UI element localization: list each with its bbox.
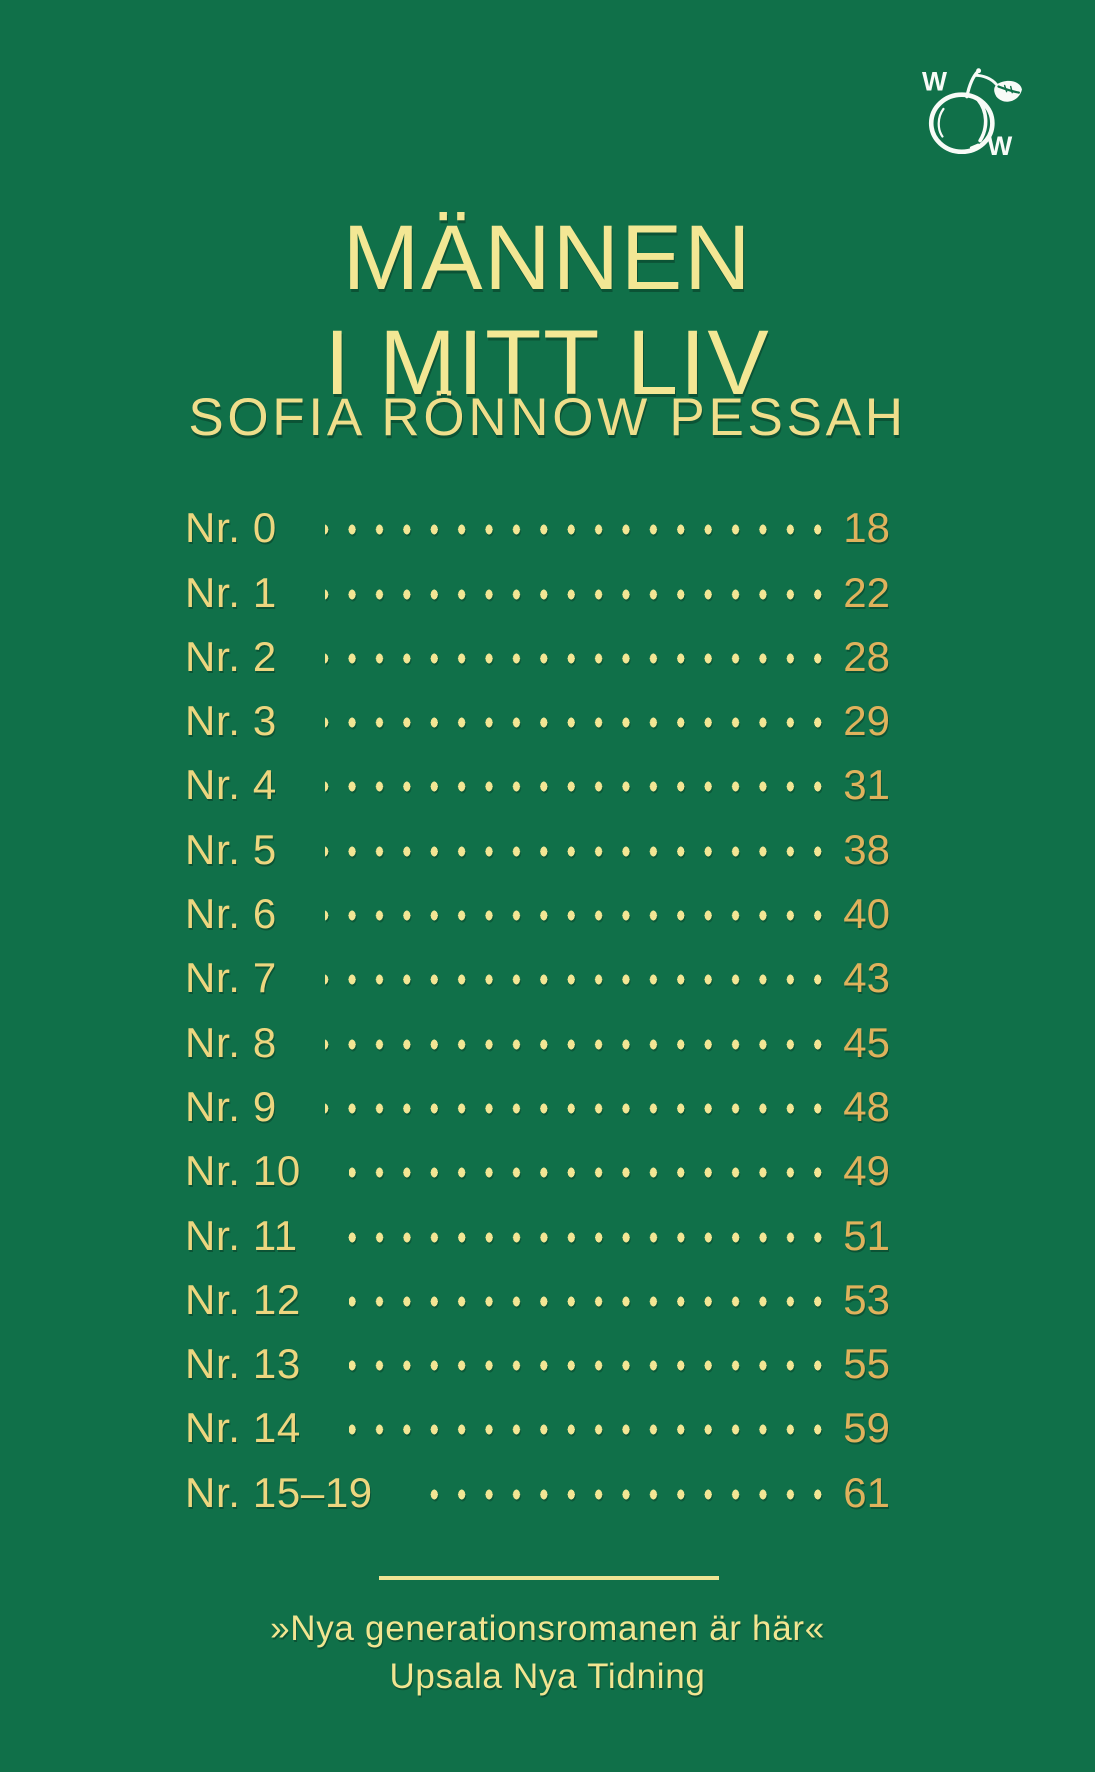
logo-letter-bottom: W bbox=[987, 131, 1012, 158]
toc-page-number: 43 bbox=[843, 954, 890, 1002]
toc-row: Nr. 3 29 bbox=[185, 683, 890, 747]
toc-row: Nr. 5 38 bbox=[185, 811, 890, 875]
book-title-line-1: MÄNNEN bbox=[342, 206, 753, 309]
toc-dot-leader-icon bbox=[420, 1488, 832, 1500]
table-of-contents: Nr. 0 18 Nr. 1 22 Nr. 2 28 Nr. 3 29 Nr. … bbox=[185, 490, 890, 1519]
review-quote: »Nya generationsromanen är här« bbox=[270, 1609, 825, 1648]
toc-row: Nr. 13 55 bbox=[185, 1326, 890, 1390]
toc-row: Nr. 9 48 bbox=[185, 1069, 890, 1133]
toc-chapter-label: Nr. 11 bbox=[185, 1211, 298, 1259]
toc-page-number: 49 bbox=[843, 1147, 890, 1195]
toc-row: Nr. 1 22 bbox=[185, 554, 890, 618]
toc-dot-leader-icon bbox=[348, 1424, 832, 1436]
toc-row: Nr. 14 59 bbox=[185, 1390, 890, 1454]
toc-page-number: 55 bbox=[843, 1340, 890, 1388]
toc-page-number: 45 bbox=[843, 1018, 890, 1066]
toc-row: Nr. 10 49 bbox=[185, 1133, 890, 1197]
book-title-line-2: I MITT LIV bbox=[324, 311, 771, 414]
toc-row: Nr. 12 53 bbox=[185, 1262, 890, 1326]
toc-page-number: 51 bbox=[843, 1211, 890, 1259]
toc-row: Nr. 4 31 bbox=[185, 747, 890, 811]
toc-chapter-label: Nr. 14 bbox=[185, 1404, 301, 1452]
logo-letter-top: W bbox=[922, 67, 947, 97]
toc-chapter-label: Nr. 7 bbox=[185, 954, 277, 1002]
toc-page-number: 28 bbox=[843, 632, 890, 680]
toc-dot-leader-icon bbox=[324, 588, 832, 600]
toc-page-number: 61 bbox=[843, 1468, 890, 1516]
toc-row: Nr. 7 43 bbox=[185, 940, 890, 1004]
toc-row: Nr. 2 28 bbox=[185, 619, 890, 683]
toc-page-number: 29 bbox=[843, 697, 890, 745]
toc-page-number: 38 bbox=[843, 825, 890, 873]
toc-page-number: 40 bbox=[843, 890, 890, 938]
toc-page-number: 22 bbox=[843, 568, 890, 616]
toc-row: Nr. 0 18 bbox=[185, 490, 890, 554]
toc-chapter-label: Nr. 5 bbox=[185, 825, 277, 873]
toc-chapter-label: Nr. 8 bbox=[185, 1018, 277, 1066]
toc-chapter-label: Nr. 4 bbox=[185, 761, 277, 809]
plum-icon: W W bbox=[922, 67, 1022, 161]
toc-dot-leader-icon bbox=[348, 1360, 832, 1372]
toc-row: Nr. 8 45 bbox=[185, 1004, 890, 1068]
toc-dot-leader-icon bbox=[324, 1102, 832, 1114]
toc-chapter-label: Nr. 13 bbox=[185, 1340, 301, 1388]
toc-chapter-label: Nr. 3 bbox=[185, 697, 277, 745]
toc-dot-leader-icon bbox=[324, 652, 832, 664]
toc-page-number: 18 bbox=[843, 504, 890, 552]
review-source: Upsala Nya Tidning bbox=[389, 1657, 706, 1696]
toc-chapter-label: Nr. 0 bbox=[185, 504, 277, 552]
publisher-logo: W W bbox=[920, 64, 1026, 161]
author-name: SOFIA RÖNNOW PESSAH bbox=[188, 388, 907, 447]
toc-page-number: 53 bbox=[843, 1275, 890, 1323]
toc-dot-leader-icon bbox=[324, 1038, 832, 1050]
toc-dot-leader-icon bbox=[324, 845, 832, 857]
toc-chapter-label: Nr. 10 bbox=[185, 1147, 301, 1195]
toc-chapter-label: Nr. 9 bbox=[185, 1082, 277, 1130]
toc-chapter-label: Nr. 2 bbox=[185, 632, 277, 680]
toc-page-number: 48 bbox=[843, 1082, 890, 1130]
divider-line bbox=[379, 1576, 719, 1580]
toc-dot-leader-icon bbox=[324, 524, 832, 536]
toc-chapter-label: Nr. 1 bbox=[185, 568, 277, 616]
toc-dot-leader-icon bbox=[348, 1167, 832, 1179]
toc-row: Nr. 15–19 61 bbox=[185, 1454, 890, 1518]
toc-page-number: 59 bbox=[843, 1404, 890, 1452]
toc-page-number: 31 bbox=[843, 761, 890, 809]
toc-dot-leader-icon bbox=[324, 781, 832, 793]
toc-row: Nr. 6 40 bbox=[185, 876, 890, 940]
toc-dot-leader-icon bbox=[324, 910, 832, 922]
toc-chapter-label: Nr. 6 bbox=[185, 890, 277, 938]
toc-chapter-label: Nr. 12 bbox=[185, 1275, 301, 1323]
toc-dot-leader-icon bbox=[324, 717, 832, 729]
toc-dot-leader-icon bbox=[324, 974, 832, 986]
toc-dot-leader-icon bbox=[345, 1231, 832, 1243]
toc-chapter-label: Nr. 15–19 bbox=[185, 1468, 373, 1516]
toc-row: Nr. 11 51 bbox=[185, 1197, 890, 1261]
toc-dot-leader-icon bbox=[348, 1295, 832, 1307]
